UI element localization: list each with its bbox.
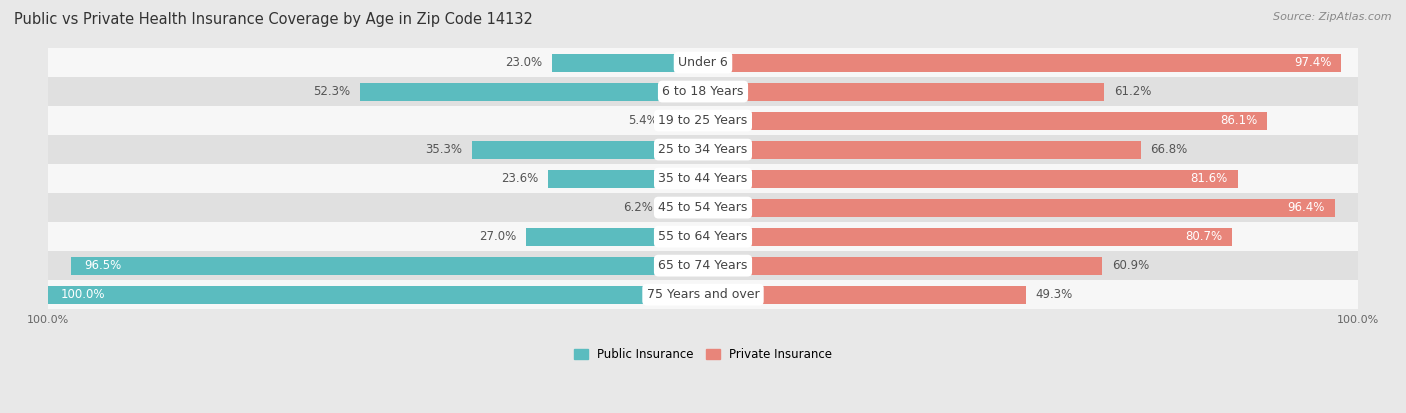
FancyBboxPatch shape (48, 106, 1358, 135)
FancyBboxPatch shape (48, 193, 1358, 222)
Text: 6.2%: 6.2% (623, 201, 652, 214)
Bar (703, 140, 1140, 159)
Text: 81.6%: 81.6% (1191, 172, 1227, 185)
Text: 86.1%: 86.1% (1220, 114, 1257, 127)
Text: Source: ZipAtlas.com: Source: ZipAtlas.com (1274, 12, 1392, 22)
Bar (668, 112, 703, 130)
Text: 61.2%: 61.2% (1114, 85, 1152, 98)
Text: 80.7%: 80.7% (1185, 230, 1222, 243)
Bar (548, 170, 703, 188)
FancyBboxPatch shape (48, 164, 1358, 193)
FancyBboxPatch shape (48, 251, 1358, 280)
Text: 6 to 18 Years: 6 to 18 Years (662, 85, 744, 98)
Bar (703, 199, 1334, 216)
Text: 35.3%: 35.3% (425, 143, 463, 156)
FancyBboxPatch shape (48, 222, 1358, 251)
Text: 45 to 54 Years: 45 to 54 Years (658, 201, 748, 214)
Text: 96.5%: 96.5% (84, 259, 121, 272)
FancyBboxPatch shape (48, 77, 1358, 106)
Text: 100.0%: 100.0% (60, 288, 105, 301)
Bar (703, 256, 1102, 275)
Text: 5.4%: 5.4% (628, 114, 658, 127)
Text: 75 Years and over: 75 Years and over (647, 288, 759, 301)
Text: 23.6%: 23.6% (502, 172, 538, 185)
Text: 60.9%: 60.9% (1112, 259, 1149, 272)
Text: Under 6: Under 6 (678, 56, 728, 69)
Text: 23.0%: 23.0% (505, 56, 543, 69)
Bar (703, 54, 1341, 71)
Bar (526, 228, 703, 246)
Bar (360, 83, 703, 100)
Bar (70, 256, 703, 275)
Bar (703, 228, 1232, 246)
Bar (48, 286, 703, 304)
Text: 27.0%: 27.0% (479, 230, 516, 243)
Bar (471, 140, 703, 159)
Text: Public vs Private Health Insurance Coverage by Age in Zip Code 14132: Public vs Private Health Insurance Cover… (14, 12, 533, 27)
Bar (703, 170, 1237, 188)
Bar (662, 199, 703, 216)
Legend: Public Insurance, Private Insurance: Public Insurance, Private Insurance (574, 348, 832, 361)
Text: 66.8%: 66.8% (1150, 143, 1188, 156)
Bar (703, 112, 1267, 130)
Text: 97.4%: 97.4% (1294, 56, 1331, 69)
FancyBboxPatch shape (48, 135, 1358, 164)
Text: 19 to 25 Years: 19 to 25 Years (658, 114, 748, 127)
Text: 49.3%: 49.3% (1036, 288, 1073, 301)
Text: 52.3%: 52.3% (314, 85, 350, 98)
Bar (703, 83, 1104, 100)
Text: 96.4%: 96.4% (1288, 201, 1324, 214)
Text: 35 to 44 Years: 35 to 44 Years (658, 172, 748, 185)
Bar (703, 286, 1026, 304)
FancyBboxPatch shape (48, 48, 1358, 77)
Text: 55 to 64 Years: 55 to 64 Years (658, 230, 748, 243)
Text: 65 to 74 Years: 65 to 74 Years (658, 259, 748, 272)
Bar (553, 54, 703, 71)
FancyBboxPatch shape (48, 280, 1358, 309)
Text: 25 to 34 Years: 25 to 34 Years (658, 143, 748, 156)
